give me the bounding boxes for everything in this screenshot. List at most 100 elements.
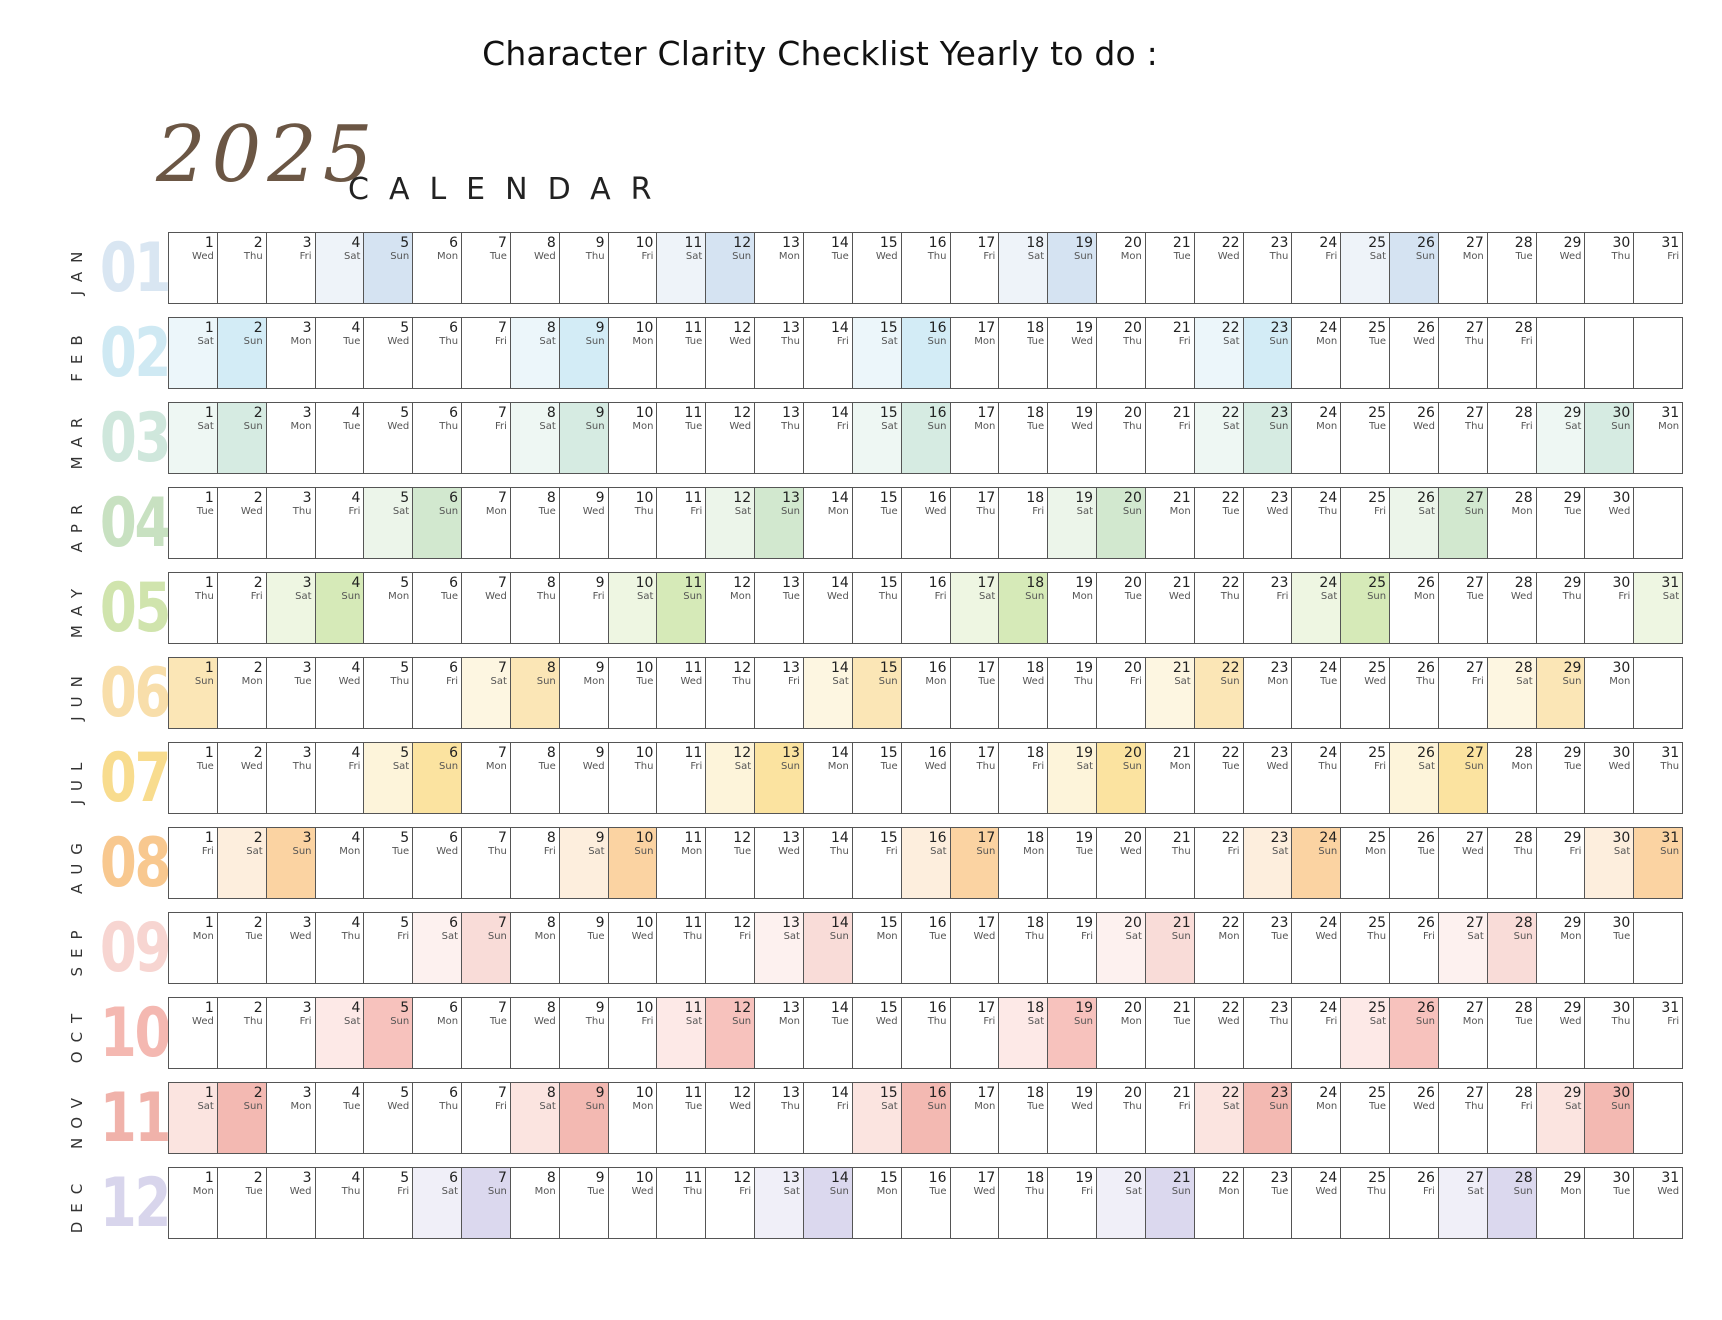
day-cell[interactable]: 26 Fri xyxy=(1390,913,1439,983)
day-cell[interactable]: 19 Fri xyxy=(1048,1168,1098,1238)
day-cell[interactable]: 21 Fri xyxy=(1146,403,1195,473)
day-cell[interactable]: 11 Wed xyxy=(657,658,707,728)
day-cell[interactable]: 3 Mon xyxy=(267,403,316,473)
day-cell[interactable]: 27 Mon xyxy=(1439,998,1488,1068)
day-cell[interactable]: 18 Fri xyxy=(999,743,1049,813)
day-cell[interactable]: 29 Thu xyxy=(1537,573,1586,643)
day-cell[interactable]: 1 Sun xyxy=(169,658,218,728)
day-cell[interactable]: 21 Fri xyxy=(1146,318,1195,388)
day-cell[interactable]: 1 Mon xyxy=(169,1168,218,1238)
day-cell[interactable]: 13 Thu xyxy=(755,403,804,473)
day-cell[interactable]: 16 Wed xyxy=(902,743,951,813)
day-cell[interactable]: 28 Tue xyxy=(1488,998,1537,1068)
day-cell[interactable]: 9 Fri xyxy=(560,573,609,643)
day-cell[interactable]: 2 Tue xyxy=(218,1168,267,1238)
day-cell[interactable]: 8 Sun xyxy=(510,658,560,728)
day-cell[interactable]: 10 Mon xyxy=(609,403,658,473)
day-cell[interactable]: 6 Thu xyxy=(413,1083,463,1153)
day-cell[interactable]: 18 Tue xyxy=(999,1083,1049,1153)
day-cell[interactable]: 15 Mon xyxy=(853,913,902,983)
day-cell[interactable]: 20 Mon xyxy=(1097,998,1146,1068)
day-cell[interactable]: 30 Mon xyxy=(1585,658,1635,728)
day-cell[interactable]: 13 Sun xyxy=(755,488,804,558)
day-cell[interactable]: 28 Mon xyxy=(1488,743,1537,813)
day-cell[interactable]: 4 Fri xyxy=(316,743,365,813)
day-cell[interactable]: 1 Wed xyxy=(169,233,218,303)
day-cell[interactable]: 26 Wed xyxy=(1390,318,1439,388)
day-cell[interactable]: 10 Mon xyxy=(609,318,658,388)
day-cell[interactable]: 17 Mon xyxy=(951,1083,1000,1153)
day-cell[interactable]: 12 Sun xyxy=(706,233,756,303)
day-cell[interactable]: 29 Mon xyxy=(1537,1168,1586,1238)
day-cell[interactable]: 1 Wed xyxy=(169,998,218,1068)
day-cell[interactable]: 11 Sun xyxy=(657,573,707,643)
day-cell[interactable]: 9 Tue xyxy=(560,1168,609,1238)
day-cell[interactable]: 16 Wed xyxy=(902,488,951,558)
day-cell[interactable]: 17 Wed xyxy=(951,913,1000,983)
day-cell[interactable]: 22 Sat xyxy=(1194,1083,1244,1153)
day-cell[interactable]: 24 Tue xyxy=(1292,658,1342,728)
day-cell[interactable]: 21 Sat xyxy=(1145,658,1195,728)
day-cell[interactable]: 18 Thu xyxy=(999,913,1049,983)
day-cell[interactable]: 10 Wed xyxy=(609,1168,658,1238)
day-cell[interactable]: 30 Fri xyxy=(1585,573,1635,643)
day-cell[interactable]: 6 Sun xyxy=(413,743,463,813)
day-cell[interactable]: 27 Tue xyxy=(1439,573,1488,643)
day-cell[interactable]: 3 Fri xyxy=(267,998,316,1068)
day-cell[interactable]: 7 Sat xyxy=(462,658,511,728)
day-cell[interactable]: 24 Sat xyxy=(1292,573,1342,643)
day-cell[interactable]: 25 Tue xyxy=(1341,403,1391,473)
day-cell[interactable]: 5 Thu xyxy=(364,658,414,728)
day-cell[interactable]: 20 Thu xyxy=(1097,403,1146,473)
day-cell[interactable]: 4 Tue xyxy=(316,403,365,473)
day-cell[interactable]: 23 Wed xyxy=(1244,488,1293,558)
day-cell[interactable]: 3 Thu xyxy=(267,488,316,558)
day-cell[interactable]: 15 Wed xyxy=(853,998,902,1068)
day-cell[interactable]: 9 Thu xyxy=(560,233,609,303)
day-cell[interactable]: 17 Mon xyxy=(951,318,1000,388)
day-cell[interactable]: 8 Mon xyxy=(511,1168,560,1238)
day-cell[interactable]: 15 Tue xyxy=(853,743,902,813)
day-cell[interactable]: 19 Thu xyxy=(1048,658,1098,728)
day-cell[interactable]: 22 Tue xyxy=(1195,743,1244,813)
day-cell[interactable]: 12 Wed xyxy=(706,1083,756,1153)
day-cell[interactable]: 8 Tue xyxy=(511,488,560,558)
day-cell[interactable]: 6 Thu xyxy=(413,403,463,473)
day-cell[interactable]: 28 Fri xyxy=(1488,1083,1537,1153)
day-cell[interactable]: 23 Sun xyxy=(1243,1083,1293,1153)
day-cell[interactable]: 30 Thu xyxy=(1585,998,1635,1068)
day-cell[interactable]: 24 Thu xyxy=(1292,743,1342,813)
day-cell[interactable]: 8 Sat xyxy=(510,1083,560,1153)
day-cell[interactable]: 3 Wed xyxy=(267,913,316,983)
day-cell[interactable]: 7 Fri xyxy=(462,318,511,388)
day-cell[interactable]: 15 Wed xyxy=(853,233,902,303)
day-cell[interactable]: 31 Sun xyxy=(1634,828,1683,898)
day-cell[interactable]: 10 Thu xyxy=(609,743,658,813)
day-cell[interactable]: 1 Tue xyxy=(169,488,218,558)
day-cell[interactable]: 20 Fri xyxy=(1097,658,1146,728)
day-cell[interactable]: 14 Tue xyxy=(804,233,853,303)
day-cell[interactable]: 4 Tue xyxy=(316,1083,365,1153)
day-cell[interactable]: 6 Fri xyxy=(413,658,463,728)
day-cell[interactable]: 24 Wed xyxy=(1292,1168,1342,1238)
day-cell[interactable]: 27 Sun xyxy=(1438,743,1488,813)
day-cell[interactable]: 14 Fri xyxy=(804,1083,853,1153)
day-cell[interactable]: 20 Sun xyxy=(1097,488,1146,558)
day-cell[interactable]: 24 Wed xyxy=(1292,913,1342,983)
day-cell[interactable]: 27 Mon xyxy=(1439,233,1488,303)
day-cell[interactable]: 21 Sun xyxy=(1145,913,1195,983)
day-cell[interactable]: 20 Sun xyxy=(1097,743,1146,813)
day-cell[interactable]: 30 Tue xyxy=(1585,1168,1635,1238)
day-cell[interactable]: 15 Sun xyxy=(852,658,902,728)
day-cell[interactable]: 13 Fri xyxy=(755,658,804,728)
day-cell[interactable]: 12 Tue xyxy=(706,828,756,898)
day-cell[interactable]: 10 Sun xyxy=(608,828,658,898)
day-cell[interactable]: 18 Tue xyxy=(999,318,1049,388)
day-cell[interactable]: 27 Wed xyxy=(1439,828,1488,898)
day-cell[interactable]: 26 Fri xyxy=(1390,1168,1439,1238)
day-cell[interactable]: 17 Fri xyxy=(951,998,1000,1068)
day-cell[interactable]: 28 Mon xyxy=(1488,488,1537,558)
day-cell[interactable]: 9 Sun xyxy=(559,1083,609,1153)
day-cell[interactable]: 24 Mon xyxy=(1292,1083,1342,1153)
day-cell[interactable]: 2 Sat xyxy=(217,828,267,898)
